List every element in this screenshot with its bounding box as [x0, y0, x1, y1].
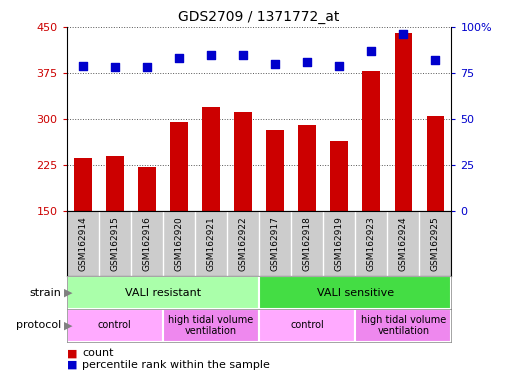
Text: strain: strain [30, 288, 62, 298]
Text: percentile rank within the sample: percentile rank within the sample [82, 360, 270, 370]
Point [175, 55, 183, 61]
Bar [74, 158, 91, 211]
Bar [355, 309, 451, 342]
Bar [202, 107, 220, 211]
Point [271, 61, 279, 67]
Bar [170, 122, 188, 211]
Point [399, 31, 407, 37]
Point [239, 51, 247, 58]
Text: ▶: ▶ [64, 288, 73, 298]
Bar [138, 167, 155, 211]
Text: GSM162924: GSM162924 [399, 217, 408, 271]
Point [335, 63, 343, 69]
Text: high tidal volume
ventilation: high tidal volume ventilation [168, 314, 253, 336]
Text: GSM162916: GSM162916 [142, 217, 151, 271]
Point [207, 51, 215, 58]
Text: ■: ■ [67, 360, 77, 370]
Point [143, 65, 151, 71]
Text: GSM162925: GSM162925 [431, 217, 440, 271]
Text: control: control [290, 320, 324, 331]
Text: control: control [98, 320, 132, 331]
Bar [67, 309, 163, 342]
Text: GSM162919: GSM162919 [334, 217, 344, 271]
Bar [299, 125, 316, 211]
Point [303, 59, 311, 65]
Point [78, 63, 87, 69]
Bar [394, 33, 412, 211]
Text: VALI sensitive: VALI sensitive [317, 288, 394, 298]
Bar [234, 112, 252, 211]
Bar [259, 309, 355, 342]
Bar [259, 276, 451, 309]
Text: GSM162920: GSM162920 [174, 217, 184, 271]
Title: GDS2709 / 1371772_at: GDS2709 / 1371772_at [179, 10, 340, 25]
Bar [427, 116, 444, 211]
Text: GSM162918: GSM162918 [303, 217, 312, 271]
Bar [330, 141, 348, 211]
Text: GSM162917: GSM162917 [270, 217, 280, 271]
Bar [266, 130, 284, 211]
Bar [67, 276, 259, 309]
Text: protocol: protocol [16, 320, 62, 331]
Text: ▶: ▶ [64, 320, 73, 331]
Text: GSM162915: GSM162915 [110, 217, 120, 271]
Text: GSM162914: GSM162914 [78, 217, 87, 271]
Text: high tidal volume
ventilation: high tidal volume ventilation [361, 314, 446, 336]
Text: GSM162923: GSM162923 [367, 217, 376, 271]
Text: GSM162921: GSM162921 [206, 217, 215, 271]
Bar [363, 71, 380, 211]
Text: count: count [82, 348, 113, 358]
Point [367, 48, 376, 54]
Bar [163, 309, 259, 342]
Point [111, 65, 119, 71]
Text: ■: ■ [67, 348, 77, 358]
Text: GSM162922: GSM162922 [239, 217, 248, 271]
Point [431, 57, 440, 63]
Text: VALI resistant: VALI resistant [125, 288, 201, 298]
Bar [106, 156, 124, 211]
